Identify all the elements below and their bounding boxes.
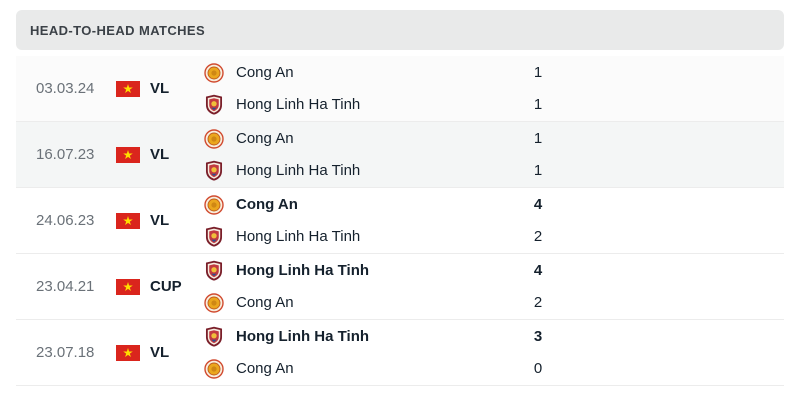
matches-list: 03.03.24 VL Cong An Hong Linh Ha Tinh 1 … — [16, 56, 784, 386]
competition-label: VL — [150, 146, 170, 163]
hong-linh-ha-tinh-logo-icon — [204, 326, 224, 347]
competition-label: CUP — [150, 278, 182, 295]
teams-column: Cong An Hong Linh Ha Tinh — [204, 190, 516, 252]
match-date: 23.07.18 — [36, 344, 95, 361]
away-score: 2 — [533, 228, 543, 245]
vietnam-flag-icon — [116, 344, 140, 361]
vietnam-flag-icon — [116, 278, 140, 295]
match-date: 23.04.21 — [36, 278, 95, 295]
home-score: 1 — [533, 130, 543, 147]
competition: CUP — [116, 278, 204, 295]
scores-column: 4 2 — [516, 190, 560, 252]
match-row[interactable]: 24.06.23 VL Cong An Hong Linh Ha Tinh 4 … — [16, 188, 784, 254]
match-row[interactable]: 23.04.21 CUP Hong Linh Ha Tinh Cong An 4… — [16, 254, 784, 320]
away-team-line: Cong An — [204, 288, 516, 318]
away-score: 1 — [533, 162, 543, 179]
vietnam-flag-icon — [116, 146, 140, 163]
home-score: 3 — [533, 328, 543, 345]
team-name: Cong An — [236, 294, 294, 311]
head-to-head-widget: HEAD-TO-HEAD MATCHES 03.03.24 VL Cong An… — [16, 10, 784, 386]
competition-label: VL — [150, 344, 170, 361]
teams-column: Hong Linh Ha Tinh Cong An — [204, 256, 516, 318]
vietnam-flag-icon — [116, 212, 140, 229]
section-title: HEAD-TO-HEAD MATCHES — [30, 22, 206, 38]
match-row[interactable]: 23.07.18 VL Hong Linh Ha Tinh Cong An 3 … — [16, 320, 784, 386]
hong-linh-ha-tinh-logo-icon — [204, 226, 224, 247]
competition: VL — [116, 80, 204, 97]
match-date: 03.03.24 — [36, 80, 95, 97]
team-name: Cong An — [236, 360, 294, 377]
team-name: Hong Linh Ha Tinh — [236, 328, 370, 345]
away-score: 0 — [533, 360, 543, 377]
teams-column: Cong An Hong Linh Ha Tinh — [204, 58, 516, 120]
away-score: 2 — [533, 294, 543, 311]
home-score: 1 — [533, 64, 543, 81]
teams-column: Cong An Hong Linh Ha Tinh — [204, 124, 516, 186]
scores-column: 1 1 — [516, 58, 560, 120]
scores-column: 1 1 — [516, 124, 560, 186]
away-team-line: Hong Linh Ha Tinh — [204, 156, 516, 186]
cong-an-logo-icon — [204, 128, 224, 149]
home-team-line: Cong An — [204, 58, 516, 88]
cong-an-logo-icon — [204, 358, 224, 379]
away-team-line: Hong Linh Ha Tinh — [204, 90, 516, 120]
home-team-line: Cong An — [204, 124, 516, 154]
competition: VL — [116, 146, 204, 163]
team-name: Hong Linh Ha Tinh — [236, 96, 361, 113]
home-team-line: Hong Linh Ha Tinh — [204, 322, 516, 352]
hong-linh-ha-tinh-logo-icon — [204, 160, 224, 181]
home-team-line: Cong An — [204, 190, 516, 220]
team-name: Cong An — [236, 64, 294, 81]
cong-an-logo-icon — [204, 194, 224, 215]
section-header: HEAD-TO-HEAD MATCHES — [16, 10, 784, 50]
match-row[interactable]: 16.07.23 VL Cong An Hong Linh Ha Tinh 1 … — [16, 122, 784, 188]
teams-column: Hong Linh Ha Tinh Cong An — [204, 322, 516, 384]
hong-linh-ha-tinh-logo-icon — [204, 260, 224, 281]
away-score: 1 — [533, 96, 543, 113]
team-name: Cong An — [236, 196, 298, 213]
home-score: 4 — [533, 196, 543, 213]
competition: VL — [116, 344, 204, 361]
match-date: 24.06.23 — [36, 212, 95, 229]
competition: VL — [116, 212, 204, 229]
team-name: Cong An — [236, 130, 294, 147]
home-team-line: Hong Linh Ha Tinh — [204, 256, 516, 286]
match-date: 16.07.23 — [36, 146, 95, 163]
home-score: 4 — [533, 262, 543, 279]
hong-linh-ha-tinh-logo-icon — [204, 94, 224, 115]
scores-column: 3 0 — [516, 322, 560, 384]
competition-label: VL — [150, 212, 170, 229]
away-team-line: Cong An — [204, 354, 516, 384]
match-row[interactable]: 03.03.24 VL Cong An Hong Linh Ha Tinh 1 … — [16, 56, 784, 122]
team-name: Hong Linh Ha Tinh — [236, 162, 361, 179]
cong-an-logo-icon — [204, 292, 224, 313]
scores-column: 4 2 — [516, 256, 560, 318]
away-team-line: Hong Linh Ha Tinh — [204, 222, 516, 252]
competition-label: VL — [150, 80, 170, 97]
vietnam-flag-icon — [116, 80, 140, 97]
team-name: Hong Linh Ha Tinh — [236, 262, 370, 279]
team-name: Hong Linh Ha Tinh — [236, 228, 361, 245]
cong-an-logo-icon — [204, 62, 224, 83]
